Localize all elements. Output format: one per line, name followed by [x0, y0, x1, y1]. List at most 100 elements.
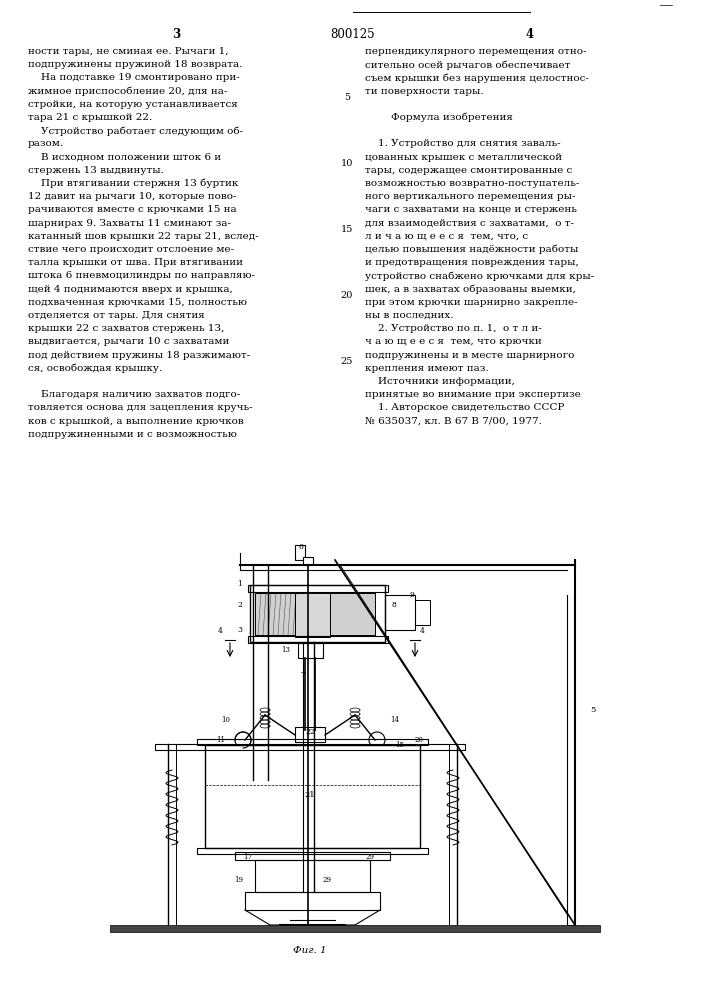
- Bar: [250, 585, 385, 642]
- Bar: [197, 848, 428, 854]
- Text: Фиг. 1: Фиг. 1: [293, 946, 327, 955]
- Text: чаги с захватами на конце и стержень: чаги с захватами на конце и стержень: [365, 205, 577, 214]
- Bar: [295, 545, 305, 560]
- Text: 8: 8: [392, 601, 397, 609]
- Bar: [295, 727, 325, 742]
- Text: устройство снабжено крючками для кры-: устройство снабжено крючками для кры-: [365, 271, 595, 281]
- Text: подпружинены и в месте шарнирного: подпружинены и в месте шарнирного: [365, 351, 574, 360]
- Text: 6: 6: [298, 543, 303, 551]
- Text: стройки, на которую устанавливается: стройки, на которую устанавливается: [28, 100, 238, 109]
- Text: 9: 9: [410, 591, 415, 599]
- Bar: [235, 852, 390, 860]
- Text: стержень 13 выдвинуты.: стержень 13 выдвинуты.: [28, 166, 164, 175]
- Bar: [298, 643, 323, 658]
- Text: 2. Устройство по п. 1,  о т л и-: 2. Устройство по п. 1, о т л и-: [365, 324, 542, 333]
- Bar: [330, 593, 375, 635]
- Text: ков с крышкой, а выполнение крючков: ков с крышкой, а выполнение крючков: [28, 417, 244, 426]
- Text: под действием пружины 18 разжимают-: под действием пружины 18 разжимают-: [28, 351, 250, 360]
- Bar: [110, 925, 600, 932]
- Text: 29: 29: [323, 876, 332, 884]
- Text: 15: 15: [395, 741, 404, 749]
- Bar: [255, 860, 370, 892]
- Bar: [155, 744, 465, 750]
- Text: крепления имеют паз.: крепления имеют паз.: [365, 364, 489, 373]
- Text: При втягивании стержня 13 буртик: При втягивании стержня 13 буртик: [28, 179, 238, 188]
- Text: 14: 14: [390, 716, 399, 724]
- Text: 25: 25: [341, 357, 354, 366]
- Text: ного вертикального перемещения ры-: ного вертикального перемещения ры-: [365, 192, 575, 201]
- Text: 29: 29: [366, 853, 375, 861]
- Text: На подставке 19 смонтировано при-: На подставке 19 смонтировано при-: [28, 73, 240, 82]
- Text: 20: 20: [341, 291, 354, 300]
- Bar: [245, 892, 380, 910]
- Text: 10: 10: [341, 159, 354, 168]
- Text: 3: 3: [172, 28, 180, 41]
- Bar: [205, 745, 420, 848]
- Text: шек, а в захватах образованы выемки,: шек, а в захватах образованы выемки,: [365, 285, 576, 294]
- Text: тара 21 с крышкой 22.: тара 21 с крышкой 22.: [28, 113, 152, 122]
- Bar: [415, 600, 430, 625]
- Text: рачиваются вместе с крючками 15 на: рачиваются вместе с крючками 15 на: [28, 205, 237, 214]
- Text: цованных крышек с металлической: цованных крышек с металлической: [365, 153, 562, 162]
- Text: 22: 22: [305, 728, 315, 736]
- Text: возможностью возвратно-поступатель-: возможностью возвратно-поступатель-: [365, 179, 579, 188]
- Text: Устройство работает следующим об-: Устройство работает следующим об-: [28, 126, 243, 136]
- Text: 10: 10: [221, 716, 230, 724]
- Text: подпружинены пружиной 18 возврата.: подпружинены пружиной 18 возврата.: [28, 60, 243, 69]
- Text: 2: 2: [237, 601, 242, 609]
- Text: 19: 19: [234, 876, 243, 884]
- Text: для взаимодействия с захватами,  о т-: для взаимодействия с захватами, о т-: [365, 219, 574, 228]
- Text: сительно осей рычагов обеспечивает: сительно осей рычагов обеспечивает: [365, 60, 571, 70]
- Text: катанный шов крышки 22 тары 21, вслед-: катанный шов крышки 22 тары 21, вслед-: [28, 232, 259, 241]
- Text: принятые во внимание при экспертизе: принятые во внимание при экспертизе: [365, 390, 580, 399]
- Text: ч а ю щ е е с я  тем, что крючки: ч а ю щ е е с я тем, что крючки: [365, 337, 542, 346]
- Text: крышки 22 с захватов стержень 13,: крышки 22 с захватов стержень 13,: [28, 324, 224, 333]
- Text: Благодаря наличию захватов подго-: Благодаря наличию захватов подго-: [28, 390, 240, 399]
- Text: 1. Устройство для снятия заваль-: 1. Устройство для снятия заваль-: [365, 139, 561, 148]
- Text: ся, освобождая крышку.: ся, освобождая крышку.: [28, 364, 162, 373]
- Text: 4: 4: [218, 627, 223, 635]
- Bar: [255, 593, 295, 635]
- Bar: [385, 595, 415, 630]
- Text: при этом крючки шарнирно закрепле-: при этом крючки шарнирно закрепле-: [365, 298, 578, 307]
- Text: и предотвращения повреждения тары,: и предотвращения повреждения тары,: [365, 258, 579, 267]
- Text: 20: 20: [415, 736, 424, 744]
- Text: тары, содержащее смонтированные с: тары, содержащее смонтированные с: [365, 166, 572, 175]
- Text: 7: 7: [300, 671, 305, 679]
- Text: шарнирах 9. Захваты 11 сминают за-: шарнирах 9. Захваты 11 сминают за-: [28, 219, 231, 228]
- Text: В исходном положении шток 6 и: В исходном положении шток 6 и: [28, 153, 221, 162]
- Text: талла крышки от шва. При втягивании: талла крышки от шва. При втягивании: [28, 258, 243, 267]
- Text: 13: 13: [281, 646, 290, 654]
- Text: ны в последних.: ны в последних.: [365, 311, 453, 320]
- Text: подхваченная крючками 15, полностью: подхваченная крючками 15, полностью: [28, 298, 247, 307]
- Text: 3: 3: [237, 626, 242, 634]
- Text: 4: 4: [526, 28, 534, 41]
- Text: съем крышки без нарушения целостнос-: съем крышки без нарушения целостнос-: [365, 73, 589, 83]
- Text: л и ч а ю щ е е с я  тем, что, с: л и ч а ю щ е е с я тем, что, с: [365, 232, 528, 241]
- Text: жимное приспособление 20, для на-: жимное приспособление 20, для на-: [28, 87, 228, 96]
- Bar: [303, 557, 313, 565]
- Text: товляется основа для зацепления кручь-: товляется основа для зацепления кручь-: [28, 403, 252, 412]
- Text: 21: 21: [305, 791, 315, 799]
- Text: 1: 1: [237, 580, 242, 588]
- Text: штока 6 пневмоцилиндры по направляю-: штока 6 пневмоцилиндры по направляю-: [28, 271, 255, 280]
- Text: ности тары, не сминая ее. Рычаги 1,: ности тары, не сминая ее. Рычаги 1,: [28, 47, 228, 56]
- Text: 11: 11: [216, 736, 225, 744]
- Text: выдвигается, рычаги 10 с захватами: выдвигается, рычаги 10 с захватами: [28, 337, 229, 346]
- Bar: [295, 593, 330, 637]
- Text: целью повышения надёжности работы: целью повышения надёжности работы: [365, 245, 578, 254]
- Text: Формула изобретения: Формула изобретения: [365, 113, 513, 122]
- Text: 5: 5: [590, 706, 595, 714]
- Text: щей 4 поднимаются вверх и крышка,: щей 4 поднимаются вверх и крышка,: [28, 285, 233, 294]
- Text: 15: 15: [341, 225, 354, 234]
- Text: 1. Авторское свидетельство СССР: 1. Авторское свидетельство СССР: [365, 403, 564, 412]
- Text: подпружиненными и с возможностью: подпружиненными и с возможностью: [28, 430, 237, 439]
- Bar: [248, 585, 388, 592]
- Text: 4: 4: [420, 627, 425, 635]
- Text: разом.: разом.: [28, 139, 64, 148]
- Text: отделяется от тары. Для снятия: отделяется от тары. Для снятия: [28, 311, 205, 320]
- Bar: [197, 739, 428, 745]
- Text: ти поверхности тары.: ти поверхности тары.: [365, 87, 484, 96]
- Text: 800125: 800125: [331, 28, 375, 41]
- Text: 5: 5: [344, 93, 350, 102]
